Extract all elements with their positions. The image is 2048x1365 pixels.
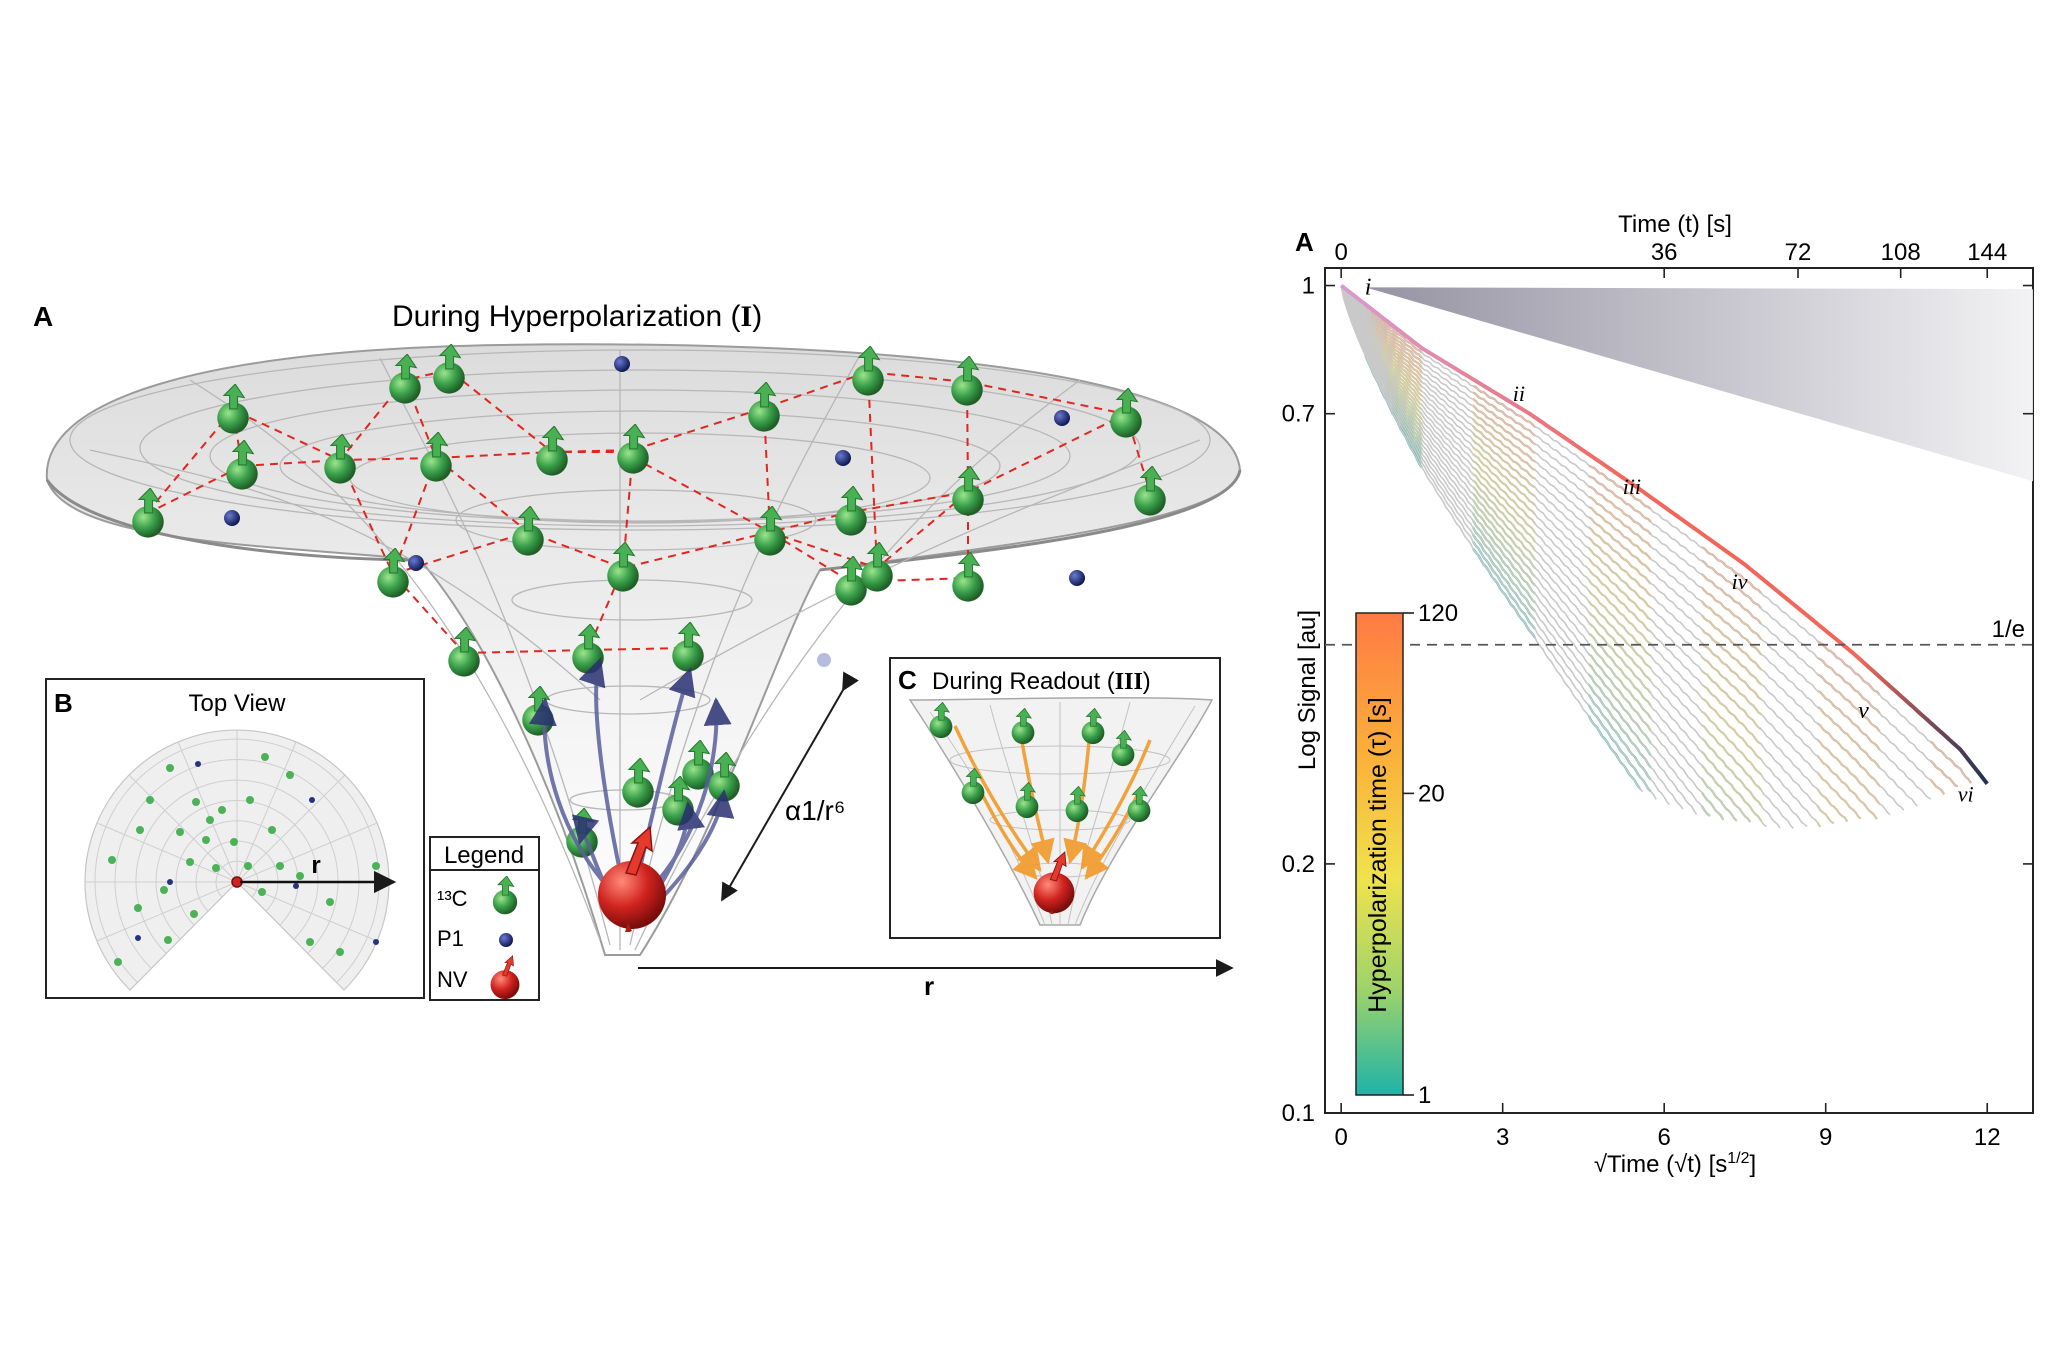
- p1-center-icon: [1054, 410, 1070, 426]
- legend-title: Legend: [444, 842, 524, 869]
- envelope-curve: [1339, 283, 1989, 785]
- decay-curve-gray: [1340, 284, 1958, 788]
- decay-curve-gray: [1340, 285, 1644, 793]
- readout-title: During Readout (III): [932, 668, 1151, 695]
- top-tick-label: 72: [1785, 239, 1812, 266]
- x-tick-label: 0: [1334, 1124, 1347, 1151]
- decay-curve-gray: [1340, 285, 1725, 821]
- regime-label: ii: [1513, 381, 1525, 406]
- decay-curve-gray: [1340, 285, 1711, 817]
- colorbar-label: Hyperpolarization time (τ) [s]: [1364, 697, 1392, 1013]
- top-tick-label: 0: [1334, 239, 1347, 266]
- regime-label: v: [1858, 698, 1869, 724]
- decay-curve-gray: [1340, 285, 1657, 800]
- hyperpolarization-title: During Hyperpolarization (I): [392, 300, 762, 333]
- y-tick-label: 0.7: [1282, 401, 1315, 428]
- decay-curve-gray: [1340, 285, 1684, 810]
- decay-curve-gray: [1340, 285, 1671, 806]
- decay-curve-gray: [1340, 285, 1738, 822]
- decay-rate-wedge: [1365, 287, 2033, 482]
- y-tick-label: 0.1: [1282, 1100, 1315, 1127]
- readout-funnel: [908, 697, 1214, 926]
- top-view-radius-label: r: [311, 852, 320, 879]
- decay-curve-gray: [1340, 285, 1932, 800]
- scaling-law-label: α1/r⁶: [785, 795, 845, 826]
- legend-label-13c: ¹³C: [437, 886, 468, 911]
- p1-center-icon: [224, 510, 240, 526]
- decay-curves: [1340, 284, 1988, 829]
- decay-curve-gray: [1340, 285, 1835, 825]
- decay-curve-gray: [1340, 285, 1794, 829]
- top-tick-label: 108: [1881, 239, 1921, 266]
- x-tick-label: 6: [1658, 1124, 1671, 1151]
- regime-label: iii: [1623, 474, 1641, 499]
- regime-label: iv: [1732, 569, 1748, 594]
- left-panel-label: A: [33, 301, 53, 332]
- hyperpolarization-schematic: A During Hyperpolarization (I): [33, 300, 1242, 1001]
- legend-p1-icon: [499, 933, 513, 947]
- decay-curve-gray: [1340, 285, 1848, 822]
- decay-curve-gray: [1340, 285, 1767, 828]
- top-view-title: Top View: [189, 690, 287, 717]
- x-tick-label: 12: [1974, 1124, 2001, 1151]
- colorbar-tick-label: 120: [1418, 600, 1458, 627]
- colorbar-tick-label: 20: [1418, 780, 1445, 807]
- reference-line-label: 1/e: [1992, 616, 2025, 643]
- y-tick-label: 1: [1302, 273, 1315, 300]
- x-tick-label: 9: [1819, 1124, 1832, 1151]
- x-axis-title: √Time (√t) [s1/2]: [1594, 1150, 1756, 1178]
- legend-label-nv: NV: [437, 967, 468, 992]
- top-axis-title: Time (t) [s]: [1618, 211, 1732, 238]
- decay-curve-gray: [1340, 285, 1781, 829]
- y-tick-label: 0.2: [1282, 851, 1315, 878]
- decay-curve-gray: [1340, 285, 1808, 828]
- chart-panel-label: A: [1295, 227, 1314, 257]
- top-view-inset: B Top View: [45, 678, 425, 999]
- readout-panel-label: C: [898, 665, 917, 695]
- decay-curve-gray: [1340, 285, 1821, 828]
- p1-center-icon: [408, 555, 424, 571]
- decay-curve-gray: [1340, 285, 1862, 820]
- top-view-polar-grid: [84, 729, 397, 991]
- colorbar-tick-label: 1: [1418, 1082, 1431, 1109]
- decay-curve-gray: [1340, 284, 1972, 784]
- top-tick-label: 36: [1651, 239, 1678, 266]
- x-tick-label: 3: [1496, 1124, 1509, 1151]
- p1-center-icon: [1069, 570, 1085, 586]
- coupling-range-arrow: [721, 671, 859, 902]
- readout-inset: C During Readout (III): [889, 657, 1221, 939]
- decay-curve-gray: [1340, 285, 1918, 807]
- top-tick-label: 144: [1967, 239, 2007, 266]
- top-view-panel-label: B: [54, 688, 73, 718]
- p1-center-icon: [817, 653, 831, 667]
- decay-curve-gray: [1340, 285, 1698, 815]
- regime-label: vi: [1958, 781, 1974, 806]
- envelope-line: [1339, 283, 1989, 785]
- legend-label-p1: P1: [437, 926, 464, 951]
- decay-curve-gray: [1340, 285, 1891, 816]
- p1-center-icon: [614, 356, 630, 372]
- p1-center-icon: [835, 450, 851, 466]
- decay-curve-gray: [1340, 285, 1945, 795]
- decay-curve-gray: [1340, 285, 1751, 823]
- carbon13-spin-icon: [951, 552, 985, 603]
- p1-centers: [224, 356, 1085, 667]
- decay-curve-gray: [1340, 285, 1905, 811]
- colorbar: [1355, 612, 1404, 1096]
- legend: Legend ¹³C P1 NV: [429, 836, 540, 1001]
- decay-curve-gray: [1340, 285, 1878, 820]
- y-axis-title: Log Signal [au]: [1294, 610, 1321, 770]
- legend-frame: [429, 836, 540, 1001]
- wedge-shape: [1365, 287, 2033, 482]
- regime-label: i: [1365, 275, 1372, 301]
- colorbar-ticks: 120 20 1: [1403, 600, 1458, 1109]
- radial-axis-label: r: [924, 971, 934, 1001]
- signal-decay-chart: A Time (t) [s] 0 3 6 9 120 36 72 108 14410.70.20…: [1282, 211, 2034, 1178]
